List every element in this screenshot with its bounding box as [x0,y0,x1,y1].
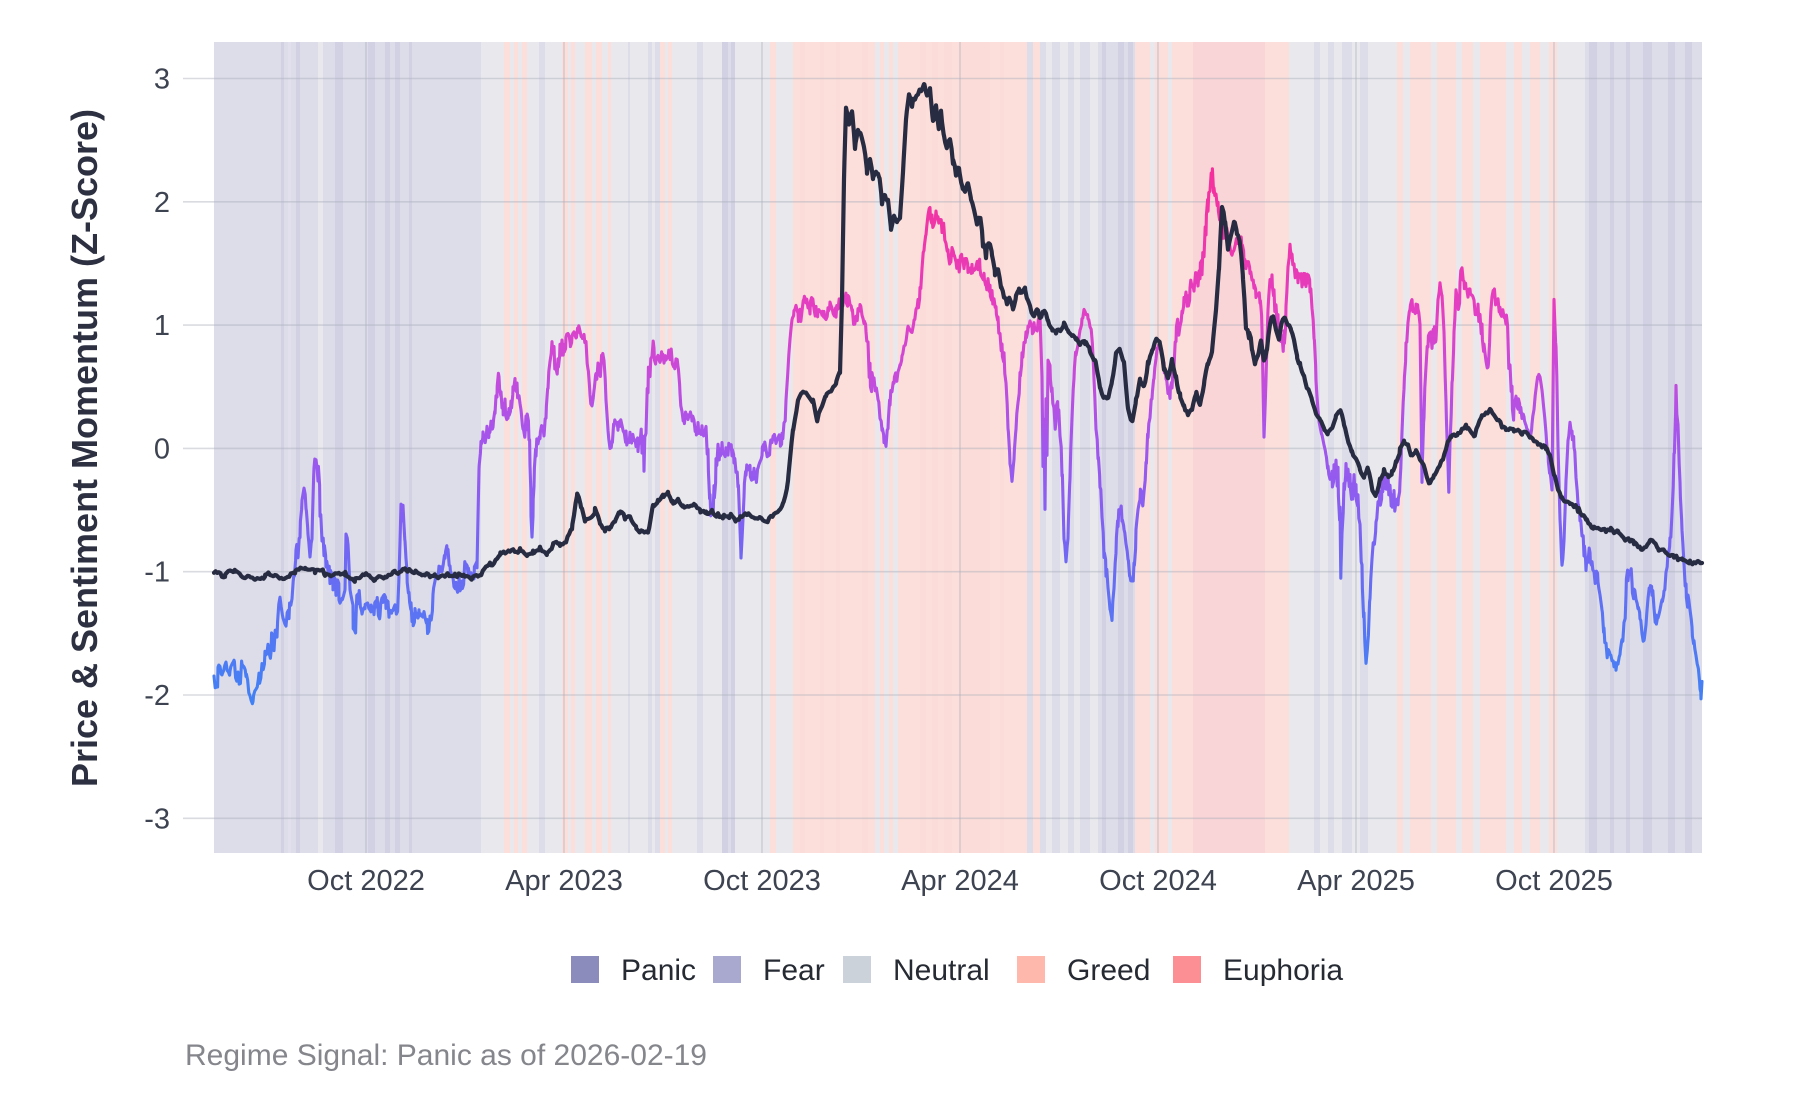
svg-text:3: 3 [154,64,170,96]
svg-text:Oct 2023: Oct 2023 [703,865,821,897]
svg-text:-2: -2 [144,680,170,712]
svg-text:1: 1 [154,310,170,342]
svg-text:Regime Signal: Panic as of 202: Regime Signal: Panic as of 2026-02-19 [185,1039,707,1072]
svg-text:Oct 2022: Oct 2022 [307,865,425,897]
svg-text:2: 2 [154,187,170,219]
svg-text:Fear: Fear [763,954,825,987]
svg-text:Euphoria: Euphoria [1223,954,1343,987]
svg-text:Apr 2025: Apr 2025 [1297,865,1415,897]
svg-text:Oct 2025: Oct 2025 [1495,865,1613,897]
svg-text:Panic: Panic [621,954,696,987]
svg-text:-3: -3 [144,803,170,835]
svg-text:Apr 2024: Apr 2024 [901,865,1019,897]
svg-text:0: 0 [154,433,170,465]
svg-text:Price & Sentiment Momentum (Z-: Price & Sentiment Momentum (Z-Score) [64,109,105,787]
svg-text:Greed: Greed [1067,954,1150,987]
svg-text:-1: -1 [144,557,170,589]
svg-text:Neutral: Neutral [893,954,990,987]
svg-text:Apr 2023: Apr 2023 [505,865,623,897]
svg-text:Oct 2024: Oct 2024 [1099,865,1217,897]
